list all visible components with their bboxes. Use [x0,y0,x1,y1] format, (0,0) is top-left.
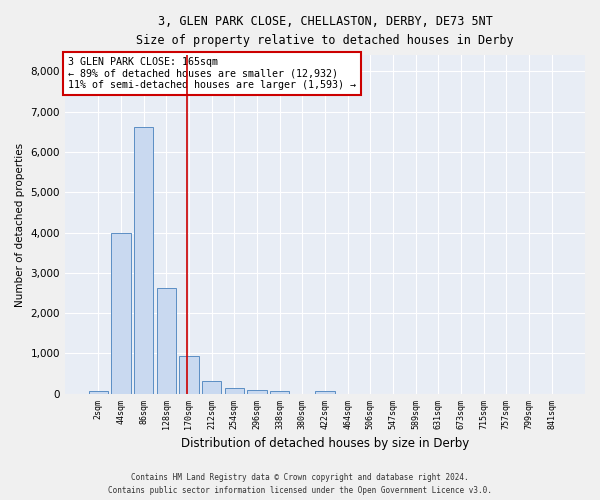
Title: 3, GLEN PARK CLOSE, CHELLASTON, DERBY, DE73 5NT
Size of property relative to det: 3, GLEN PARK CLOSE, CHELLASTON, DERBY, D… [136,15,514,47]
Bar [111,234,131,394]
Text: 3 GLEN PARK CLOSE: 165sqm
← 89% of detached houses are smaller (12,932)
11% of s: 3 GLEN PARK CLOSE: 165sqm ← 89% of detac… [68,57,356,90]
Bar [157,288,176,394]
Bar [179,356,199,394]
Bar [89,392,108,394]
X-axis label: Distribution of detached houses by size in Derby: Distribution of detached houses by size … [181,437,469,450]
Y-axis label: Number of detached properties: Number of detached properties [15,142,25,306]
Bar [202,382,221,394]
Bar [247,390,266,394]
Text: Contains HM Land Registry data © Crown copyright and database right 2024.
Contai: Contains HM Land Registry data © Crown c… [108,474,492,495]
Bar [316,391,335,394]
Bar [270,391,289,394]
Bar [224,388,244,394]
Bar [134,127,153,394]
